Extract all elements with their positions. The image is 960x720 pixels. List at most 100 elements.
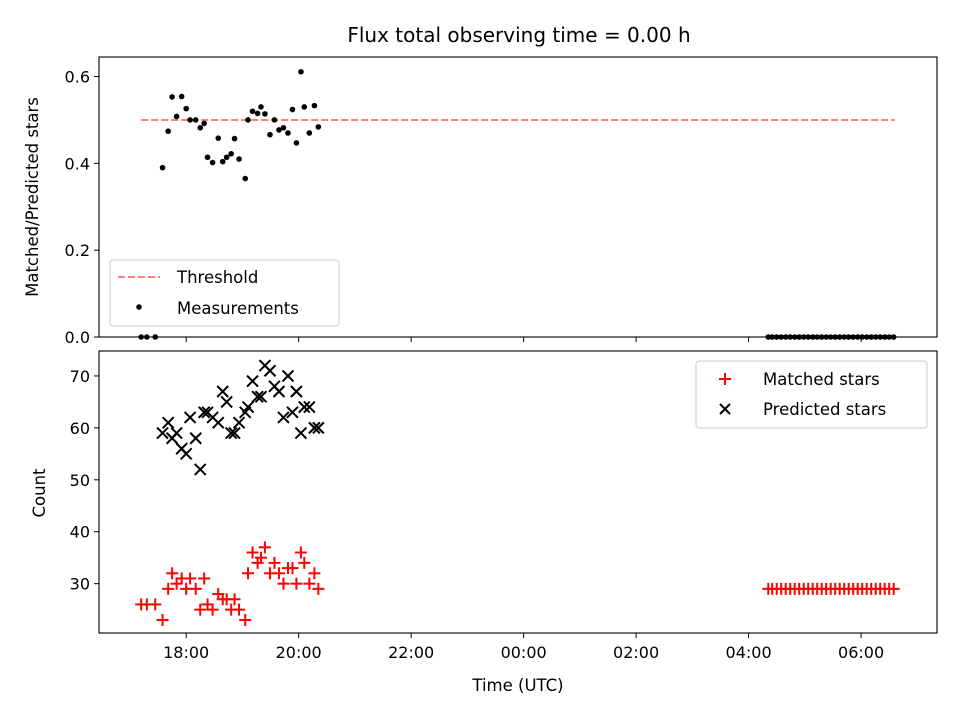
measurement-point (242, 175, 249, 182)
legend-measurements-label: Measurements (177, 299, 299, 318)
measurement-point (138, 334, 144, 340)
measurement-point (267, 131, 273, 138)
legend-threshold-label: Threshold (176, 268, 258, 287)
y-tick-label: 30 (70, 575, 90, 594)
predicted-stars-point (312, 421, 325, 435)
predicted-stars-point (224, 426, 238, 440)
matched-stars-point (290, 577, 303, 590)
measurement-point (197, 124, 204, 131)
predicted-stars-point (194, 463, 207, 476)
x-tick-label: 04:00 (726, 643, 772, 662)
measurement-point (791, 334, 798, 340)
measurement-point (159, 164, 166, 171)
x-tick-label: 18:00 (163, 643, 209, 662)
matched-stars-point (198, 572, 211, 585)
measurement-point (868, 334, 874, 340)
count-panel: 18:00 20:00 22:00 00:00 02:00 04:00 06:00 30 40 5… (30, 350, 938, 695)
measurement-point (231, 135, 238, 142)
measurement-point (298, 68, 304, 75)
matched-stars-point (246, 546, 259, 559)
measurement-point (262, 111, 268, 117)
measurement-point (183, 105, 189, 112)
x-axis-label: Time (UTC) (471, 676, 563, 695)
measurement-point (886, 334, 892, 340)
matched-stars-point (233, 603, 246, 616)
measurement-point (872, 334, 879, 340)
y-tick-label: 0.0 (65, 328, 90, 347)
y-tick-label: 0.2 (65, 241, 90, 260)
count-panel-ylabel: Count (30, 468, 49, 518)
measurement-point (280, 124, 287, 131)
predicted-stars-point (220, 395, 233, 409)
measurement-point (152, 334, 159, 340)
measurement-point (890, 334, 897, 340)
x-tick-label: 00:00 (501, 643, 547, 662)
measurement-point (301, 104, 308, 110)
matched-stars-point (887, 582, 900, 595)
measurement-point (854, 334, 861, 340)
matched-stars-point (268, 556, 281, 569)
predicted-stars-point (197, 406, 211, 419)
measurement-point (245, 117, 251, 123)
measurement-point (787, 334, 794, 340)
measurement-point (258, 104, 264, 110)
matched-stars-point (242, 567, 255, 580)
measurement-point (823, 334, 830, 340)
matched-stars-point (162, 582, 175, 595)
predicted-stars-point (232, 416, 246, 429)
predicted-stars-point (179, 447, 193, 461)
x-tick-label: 20:00 (276, 643, 322, 662)
predicted-stars-point (228, 426, 241, 440)
predicted-stars-point (277, 411, 290, 424)
measurement-point (289, 106, 296, 113)
ratio-panel-ylabel: Matched/Predicted stars (23, 97, 42, 297)
predicted-stars-point (156, 426, 169, 440)
measurement-point (306, 130, 313, 136)
y-tick-label: 70 (70, 367, 90, 386)
ratio-panel: 0.0 0.2 0.4 0.6 Matched/Predicted stars Thr… (23, 56, 938, 347)
measurement-point (765, 334, 772, 340)
matched-stars-point (239, 614, 252, 627)
x-tick-label: 22:00 (388, 643, 434, 662)
predicted-stars-point (286, 406, 299, 419)
x-tick-label: 06:00 (838, 643, 884, 662)
measurement-point (219, 158, 226, 165)
measurement-point (769, 334, 776, 340)
measurement-point (201, 120, 207, 127)
predicted-stars-point (216, 385, 229, 398)
measurement-point (827, 334, 834, 340)
measurement-point (877, 334, 883, 340)
matched-stars-point (312, 582, 325, 595)
ratio-panel-legend: Threshold Measurements (109, 259, 340, 327)
measurement-point (223, 154, 230, 161)
predicted-stars-point (161, 416, 175, 429)
matched-stars-point (156, 614, 169, 627)
measurement-point (814, 334, 821, 340)
predicted-stars-point (290, 385, 303, 398)
measurement-point (285, 130, 291, 136)
matched-stars-point (254, 551, 267, 564)
legend-predicted-label: Predicted stars (763, 400, 886, 419)
legend-measurements-marker (136, 304, 142, 310)
predicted-stars-point (241, 400, 255, 414)
matched-stars-point (277, 577, 290, 590)
legend-matched-marker (719, 373, 731, 385)
predicted-stars-point (303, 400, 316, 414)
measurement-point (800, 334, 807, 340)
measurement-point (311, 102, 318, 109)
legend-predicted-marker (719, 403, 731, 415)
measurement-point (845, 334, 852, 340)
measurement-point (228, 151, 234, 157)
predicted-stars-point (263, 364, 277, 377)
matched-stars-point (149, 598, 162, 611)
matched-stars-point (286, 562, 299, 575)
y-tick-label: 0.4 (65, 154, 90, 173)
measurement-point (805, 334, 812, 340)
measurement-point (773, 334, 780, 340)
predicted-stars-point (170, 426, 183, 440)
measurement-point (204, 154, 211, 161)
measurement-point (859, 334, 865, 340)
measurement-point (850, 334, 856, 340)
measurement-point (293, 140, 300, 146)
measurement-point (169, 94, 175, 100)
